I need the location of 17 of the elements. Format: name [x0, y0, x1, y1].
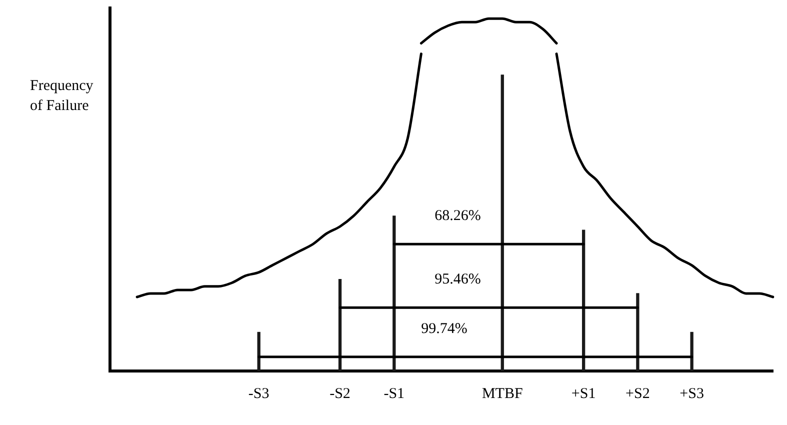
x-tick-label: -S3 [248, 386, 270, 402]
x-tick-label: -S1 [384, 386, 405, 402]
annotation: 95.46% [434, 272, 481, 288]
annotation: 99.74% [421, 320, 468, 337]
y-axis-title: Frequency of Failure [30, 78, 94, 114]
bar [690, 332, 694, 371]
annotation: 68.26% [434, 208, 481, 224]
x-tick-label: +S2 [626, 386, 650, 402]
x-tick-label: +S1 [571, 386, 596, 402]
bar [582, 230, 586, 371]
bar [636, 293, 640, 371]
bar [392, 216, 396, 371]
x-tick-label: MTBF [482, 386, 523, 402]
bar [500, 74, 504, 371]
bar [338, 279, 342, 371]
x-tick-label: -S2 [330, 386, 350, 402]
x-tick-label: +S3 [680, 386, 704, 402]
